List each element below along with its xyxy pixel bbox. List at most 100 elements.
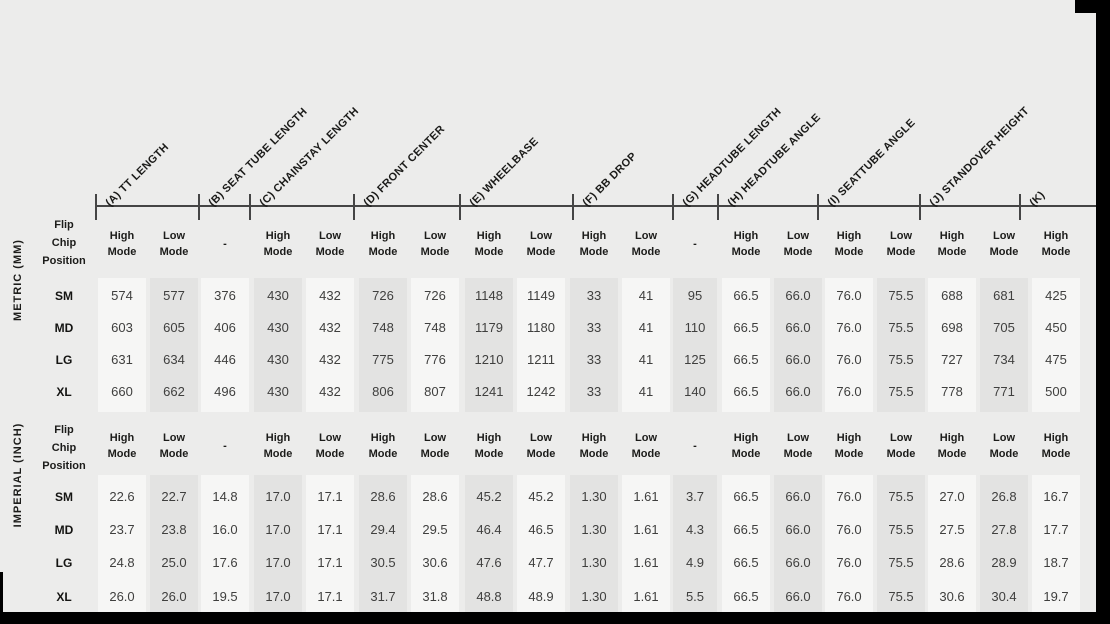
mode-header-line: Mode (731, 448, 761, 460)
value-cell: 45.2 (476, 489, 502, 504)
column-stripe (673, 278, 717, 412)
column-stripe (254, 475, 302, 613)
mode-header-line: - (223, 238, 227, 250)
value-cell: 46.5 (528, 522, 554, 537)
mode-header: Low Mode (409, 428, 461, 464)
column-stripe (411, 475, 459, 613)
mode-header: Low Mode (875, 428, 927, 464)
column-stripe (465, 278, 513, 412)
mode-header: Low Mode (620, 226, 672, 262)
mode-header-line: Mode (159, 246, 189, 258)
value-cell: 577 (163, 288, 185, 303)
mode-header-line: High (109, 432, 135, 444)
column-stripe (622, 278, 670, 412)
top-right-edge-artifact (1075, 0, 1096, 13)
size-label: SM (55, 289, 73, 303)
mode-header: High Mode (720, 428, 772, 464)
value-cell: 66.0 (785, 555, 811, 570)
mode-header: Low Mode (772, 226, 824, 262)
size-label: MD (54, 321, 74, 335)
value-cell: 1210 (474, 352, 504, 367)
value-cell: 26.8 (991, 489, 1017, 504)
mode-header: High Mode (568, 226, 620, 262)
ruler-tick (717, 194, 719, 220)
value-cell: 1149 (527, 288, 555, 303)
mode-header-line: High (581, 230, 607, 242)
column-stripe (570, 278, 618, 412)
value-cell: 26.0 (109, 589, 135, 604)
value-cell: 30.6 (939, 589, 965, 604)
value-cell: 95 (687, 288, 703, 303)
mode-header-line: Low (890, 432, 912, 444)
value-cell: 430 (267, 384, 289, 399)
ruler-tick (95, 194, 97, 220)
value-cell: 29.5 (422, 522, 448, 537)
mode-header: Low Mode (515, 428, 567, 464)
mode-header-line: Mode (631, 448, 661, 460)
value-cell: 33 (586, 352, 602, 367)
mode-header-line: Mode (159, 448, 189, 460)
mode-header-line: High (733, 432, 759, 444)
value-cell: 66.0 (785, 288, 811, 303)
value-cell: 430 (267, 352, 289, 367)
value-cell: 1.61 (633, 589, 659, 604)
mode-header-line: High (109, 230, 135, 242)
mode-header-line: High (370, 230, 396, 242)
value-cell: 25.0 (161, 555, 187, 570)
value-cell: 16.7 (1043, 489, 1069, 504)
ruler-tick (249, 194, 251, 220)
column-group-label-text: (C) CHAINSTAY LENGTH (257, 105, 362, 209)
mode-header: High Mode (463, 226, 515, 262)
mode-header: Low Mode (409, 226, 461, 262)
value-cell: 75.5 (888, 352, 914, 367)
value-cell: 27.8 (991, 522, 1017, 537)
mode-header: Low Mode (515, 226, 567, 262)
mode-header-line: High (265, 230, 291, 242)
value-cell: 446 (214, 352, 236, 367)
value-cell: 75.5 (888, 589, 914, 604)
column-group-label-text: (F) BB DROP (580, 150, 640, 209)
value-cell: 76.0 (836, 589, 862, 604)
flip-chip-position-line: Flip (54, 219, 74, 231)
value-cell: 17.1 (317, 555, 343, 570)
column-stripe (722, 278, 770, 412)
value-cell: 688 (941, 288, 963, 303)
mode-header-line: High (265, 432, 291, 444)
flip-chip-position-label: Flip Chip Position (34, 421, 94, 475)
column-stripe (254, 278, 302, 412)
value-cell: 41 (638, 352, 654, 367)
mode-header-line: Mode (420, 448, 450, 460)
value-cell: 41 (638, 288, 654, 303)
mode-header: Low Mode (148, 428, 200, 464)
flip-chip-position-label: Flip Chip Position (34, 216, 94, 270)
value-cell: 406 (214, 320, 236, 335)
mode-header-line: Mode (834, 246, 864, 258)
value-cell: 46.4 (476, 522, 502, 537)
column-group-label-text: (E) WHEELBASE (467, 135, 541, 209)
mode-header-line: High (476, 230, 502, 242)
mode-header-line: Mode (1041, 448, 1071, 460)
ruler-tick (572, 194, 574, 220)
value-cell: 17.1 (317, 522, 343, 537)
mode-header: Low Mode (978, 226, 1030, 262)
value-cell: 41 (638, 384, 654, 399)
value-cell: 30.4 (991, 589, 1017, 604)
mode-header: High Mode (568, 428, 620, 464)
value-cell: 18.7 (1043, 555, 1069, 570)
value-cell: 4.9 (685, 555, 705, 570)
value-cell: 28.6 (422, 489, 448, 504)
value-cell: 16.0 (212, 522, 238, 537)
size-label: LG (55, 556, 73, 570)
mode-header: High Mode (357, 226, 409, 262)
column-stripe (825, 475, 873, 613)
value-cell: 771 (993, 384, 1015, 399)
value-cell: 29.4 (370, 522, 396, 537)
value-cell: 66.0 (785, 522, 811, 537)
value-cell: 1.61 (633, 522, 659, 537)
value-cell: 450 (1045, 320, 1067, 335)
value-cell: 76.0 (836, 522, 862, 537)
mode-header: High Mode (96, 226, 148, 262)
value-cell: 66.5 (733, 522, 759, 537)
mode-header: Low Mode (620, 428, 672, 464)
